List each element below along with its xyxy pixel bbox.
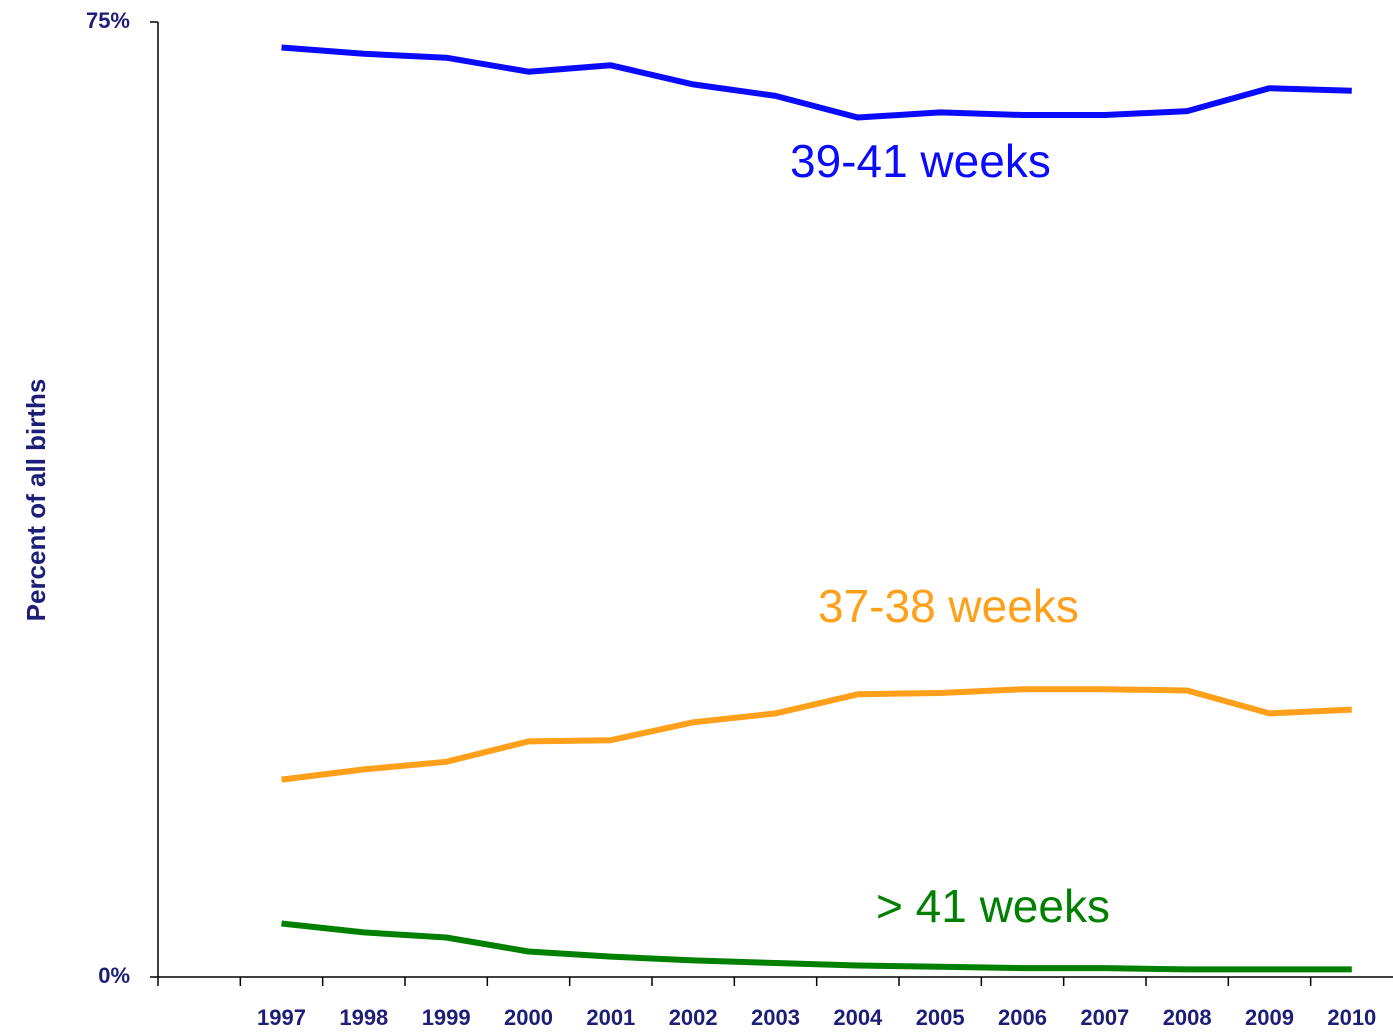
y-tick-label: 75%: [86, 8, 130, 33]
y-tick-label: 0%: [98, 963, 130, 988]
x-tick-label: 2010: [1327, 1005, 1376, 1030]
y-axis-label: Percent of all births: [21, 379, 51, 622]
series-label: > 41 weeks: [876, 880, 1110, 932]
x-tick-label: 2007: [1080, 1005, 1129, 1030]
x-tick-label: 1997: [257, 1005, 306, 1030]
x-tick-label: 1998: [339, 1005, 388, 1030]
series-line: [281, 920, 1352, 973]
x-tick-label: 1999: [422, 1005, 471, 1030]
x-tick-label: 2005: [916, 1005, 965, 1030]
x-tick-label: 2001: [586, 1005, 635, 1030]
series-line: [281, 44, 1352, 121]
x-tick-label: 2003: [751, 1005, 800, 1030]
x-tick-label: 2000: [504, 1005, 553, 1030]
x-tick-label: 2008: [1163, 1005, 1212, 1030]
x-tick-label: 2002: [669, 1005, 718, 1030]
x-tick-label: 2006: [998, 1005, 1047, 1030]
series-label: 37-38 weeks: [818, 580, 1079, 632]
series-label: 39-41 weeks: [790, 135, 1051, 187]
x-tick-label: 2004: [833, 1005, 883, 1030]
x-tick-label: 2009: [1245, 1005, 1294, 1030]
series-line: [281, 686, 1352, 783]
